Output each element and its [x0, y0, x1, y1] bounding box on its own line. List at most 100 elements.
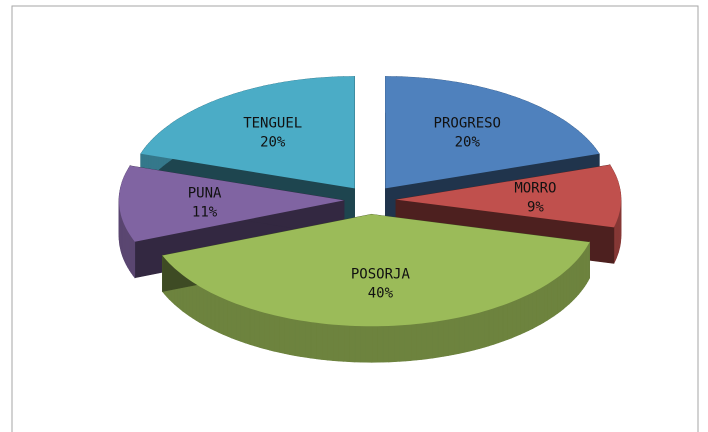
slice-side — [316, 322, 323, 360]
slice-side — [269, 313, 275, 352]
slice-side — [294, 319, 301, 357]
slice-side — [573, 259, 577, 300]
slice-side — [218, 296, 224, 335]
slice-side — [515, 297, 521, 337]
slice-side — [388, 325, 395, 363]
slice-side — [393, 325, 400, 363]
slice-side — [473, 312, 480, 351]
slice-side — [468, 313, 475, 352]
slice-side — [399, 324, 406, 362]
slice-side — [289, 318, 296, 356]
slice-side — [371, 325, 378, 363]
slice-side — [553, 276, 558, 317]
slice-side — [249, 308, 255, 347]
slice-side — [410, 323, 417, 361]
slice-side — [511, 299, 517, 339]
slice-side — [578, 254, 582, 295]
slice-side — [349, 325, 356, 363]
slice-side — [244, 306, 251, 345]
slice-side — [284, 317, 290, 355]
slice-side — [507, 301, 513, 341]
slice-side — [478, 310, 485, 350]
slice-category-label: POSORJA — [351, 267, 411, 283]
slice-side — [426, 321, 433, 360]
slice-side — [463, 314, 470, 353]
slice-value-label: 11% — [192, 205, 218, 221]
slice-side — [354, 325, 361, 363]
slice-side — [493, 306, 499, 345]
slice-side — [532, 289, 537, 330]
slice-top — [396, 164, 621, 228]
slice-side — [227, 299, 232, 339]
slice-side — [382, 325, 389, 363]
slice-side — [566, 267, 570, 308]
slice-side — [332, 324, 339, 362]
slice-side — [264, 312, 270, 351]
slice-side — [421, 322, 428, 360]
slice-side — [305, 320, 312, 359]
slice-side — [432, 320, 439, 359]
slice — [162, 213, 590, 363]
slice-side — [528, 292, 533, 331]
slice-side — [222, 297, 228, 337]
slice-side — [203, 288, 208, 328]
slice-value-label: 40% — [368, 286, 394, 302]
slice-value-label: 9% — [527, 199, 544, 215]
slice-side — [524, 294, 529, 333]
slice-side — [327, 323, 334, 361]
slice-value-label: 20% — [455, 134, 481, 150]
slice-side — [192, 281, 197, 321]
slice-side — [557, 274, 561, 315]
slice-side — [210, 292, 216, 332]
slice-side — [416, 323, 422, 361]
slice-side — [520, 295, 525, 335]
slice-side — [377, 325, 384, 363]
slice-side — [563, 269, 567, 310]
slice-side — [488, 307, 494, 347]
slice-side — [571, 262, 575, 303]
slice-side — [498, 304, 504, 344]
slice-side — [404, 324, 412, 362]
slice-side — [195, 283, 200, 324]
slice-side — [560, 272, 564, 312]
slice-side — [576, 257, 580, 298]
slice-side — [536, 288, 541, 327]
slice-category-label: PROGRESO — [434, 115, 501, 131]
slice-category-label: TENGUEL — [243, 115, 302, 131]
slice-side — [502, 303, 508, 342]
slice-side — [543, 283, 548, 323]
slice-side — [483, 309, 490, 348]
slice-side — [206, 290, 212, 330]
slice-top — [140, 76, 355, 189]
slice-side — [199, 285, 204, 326]
slice-side — [443, 319, 449, 357]
slice-side — [343, 325, 350, 363]
slice-side — [568, 264, 572, 305]
slice-top — [162, 214, 590, 327]
slice-value-label: 20% — [260, 134, 286, 150]
slice-side — [214, 294, 220, 333]
slice-side — [360, 325, 367, 363]
slice-side — [338, 324, 345, 362]
slice-top — [119, 165, 344, 242]
slice-side — [299, 320, 306, 358]
slice-side — [279, 316, 285, 354]
slice-category-label: MORRO — [514, 180, 556, 196]
slice-side — [231, 301, 237, 341]
slice-side — [259, 311, 265, 350]
slice-category-label: PUNA — [188, 186, 222, 202]
slice-side — [453, 317, 460, 355]
slice-side — [448, 318, 455, 356]
slice-side — [365, 325, 373, 363]
slice-top — [385, 76, 600, 189]
slice-side — [321, 323, 328, 361]
slice-side — [550, 279, 555, 319]
slice-side — [254, 309, 260, 348]
slice-side — [274, 314, 280, 353]
slice-side — [437, 320, 444, 358]
slice-side — [235, 303, 241, 342]
slice-side — [539, 285, 545, 326]
slice-side — [458, 316, 465, 354]
slice-side — [240, 304, 246, 344]
